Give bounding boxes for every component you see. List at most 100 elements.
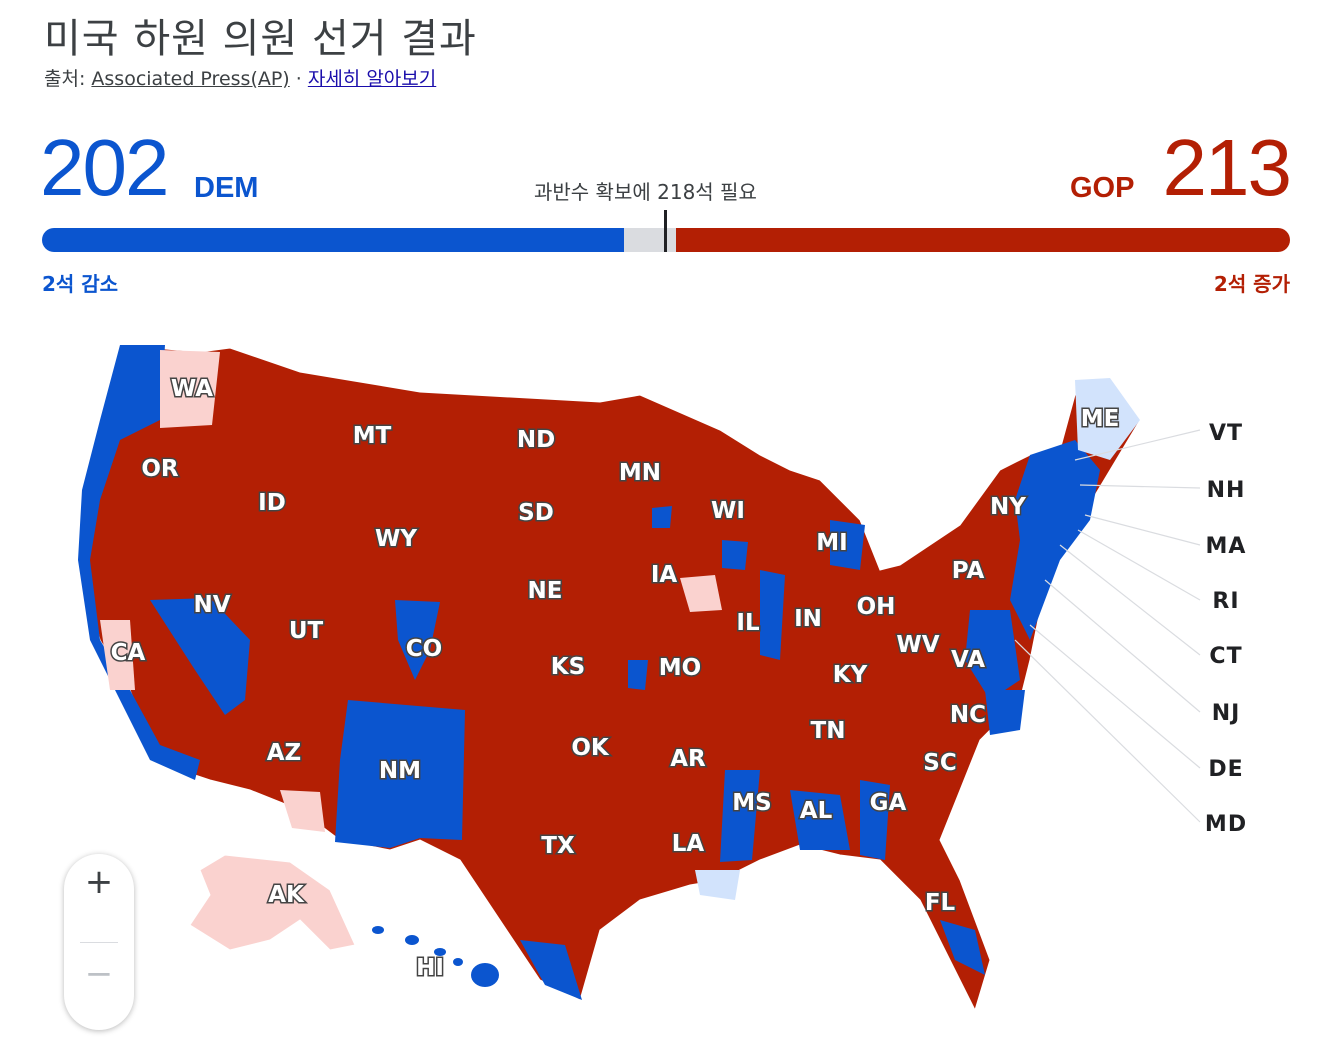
state-label-ia: IA [651,562,678,588]
callout-labels: VT NH MA RI CT NJ DE MD [1205,421,1247,837]
majority-threshold-text: 과반수 확보에 218석 필요 [534,180,757,204]
state-label-ga: GA [870,790,907,816]
separator-dot: · [289,68,308,90]
majority-marker [664,210,667,252]
ca-lean-gop[interactable] [100,620,135,690]
state-label-az: AZ [267,740,301,766]
wi-dem[interactable] [722,540,748,570]
dem-party-label: DEM [194,172,259,204]
state-label-ky: KY [833,662,868,688]
nv-dem[interactable] [150,598,250,715]
state-label-la: LA [672,831,705,857]
az-lean-gop[interactable] [280,790,325,832]
state-label-ar: AR [670,746,706,772]
gop-bar-segment [676,228,1290,252]
state-label-nd: ND [517,427,555,453]
ia-lean-gop[interactable] [680,575,722,612]
page-title: 미국 하원 의원 선거 결과 [44,16,477,62]
state-label-mt: MT [353,423,392,449]
mid-atlantic-dem[interactable] [965,610,1020,700]
dem-seat-count: 202 [40,123,169,212]
fl-dem[interactable] [940,920,985,975]
source-prefix: 출처: [44,68,92,90]
state-label-ne: NE [528,578,563,604]
state-label-mo: MO [659,655,701,681]
state-label-ut: UT [289,618,324,644]
state-label-nm: NM [379,758,421,784]
learn-more-link[interactable]: 자세히 알아보기 [307,68,437,90]
ks-mo-dem[interactable] [628,660,648,690]
state-label-nv: NV [193,592,230,618]
northeast-dem[interactable] [1010,440,1100,640]
tx-south-dem[interactable] [520,940,582,1000]
state-label-oh: OH [857,594,896,620]
state-label-or: OR [141,456,179,482]
state-label-al: AL [800,798,833,824]
election-map[interactable]: WA OR CA NV ID MT WY UT AZ CO NM ND SD NE KS OK TX MN IA MO… [0,320,1320,1046]
state-label-me: ME [1081,406,1120,432]
zoom-control: + − [64,854,134,1030]
callout-lines [1014,429,1201,823]
ga-dem[interactable] [860,780,890,860]
la-lean-dem[interactable] [695,870,740,900]
state-label-hi: HI [416,955,444,981]
ms-dem[interactable] [720,770,760,862]
al-dem[interactable] [790,790,850,850]
state-label-ca: CA [111,640,146,666]
state-label-id: ID [258,490,286,516]
mi-dem[interactable] [830,520,865,570]
dem-bar-segment [42,228,624,252]
state-label-wi: WI [711,498,745,524]
state-label-pa: PA [952,558,985,584]
state-label-mi: MI [816,530,847,556]
us-map-svg[interactable]: WA OR CA NV ID MT WY UT AZ CO NM ND SD NE KS OK TX MN IA MO… [0,320,1320,1046]
state-label-tn: TN [811,718,846,744]
undecided-bar-segment [624,228,676,252]
wa-lean-gop[interactable] [160,350,220,428]
state-label-mn: MN [619,460,661,486]
dem-seat-change: 2석 감소 [42,272,119,296]
source-line: 출처: Associated Press(AP) · 자세히 알아보기 [44,64,436,91]
callout-label-ct[interactable]: CT [1209,644,1242,669]
state-label-wv: WV [896,632,939,658]
state-label-ms: MS [732,790,771,816]
source-link[interactable]: Associated Press(AP) [91,68,290,90]
gop-seat-count: 213 [1162,123,1292,212]
state-label-va: VA [951,647,985,673]
state-label-fl: FL [925,890,956,916]
callout-label-ma[interactable]: MA [1206,534,1247,559]
state-label-in: IN [794,606,822,632]
hawaii-shape[interactable] [372,926,499,987]
state-label-wy: WY [375,526,417,552]
zoom-divider [80,942,118,943]
state-label-nc: NC [950,702,986,728]
nm-dem[interactable] [335,700,465,848]
callout-label-nj[interactable]: NJ [1212,701,1241,726]
zoom-in-button[interactable]: + [84,862,114,902]
callout-label-vt[interactable]: VT [1209,421,1243,446]
state-label-tx: TX [541,833,575,859]
callout-label-nh[interactable]: NH [1207,478,1246,503]
callout-label-md[interactable]: MD [1205,812,1247,837]
gop-seat-change: 2석 증가 [1213,272,1290,296]
state-label-ny: NY [990,494,1026,520]
callout-label-ri[interactable]: RI [1212,589,1239,614]
gop-party-label: GOP [1070,172,1135,204]
seat-progress-bar [42,210,1290,252]
zoom-out-button[interactable]: − [84,954,114,994]
state-label-ak: AK [268,882,305,908]
alaska-shape[interactable] [189,854,356,951]
il-dem[interactable] [760,570,785,660]
callout-label-de[interactable]: DE [1208,757,1243,782]
nc-dem[interactable] [985,690,1025,735]
state-label-co: CO [406,636,442,662]
co-dem[interactable] [395,600,440,680]
state-label-ok: OK [571,735,610,761]
state-label-wa: WA [171,376,213,402]
state-label-il: IL [736,610,760,636]
mn-dem[interactable] [652,506,672,528]
state-label-sd: SD [518,500,554,526]
state-label-ks: KS [551,654,585,680]
state-labels: WA OR CA NV ID MT WY UT AZ CO NM ND SD NE KS OK TX MN IA MO… [109,375,1121,983]
me-lean-dem[interactable] [1075,378,1140,460]
